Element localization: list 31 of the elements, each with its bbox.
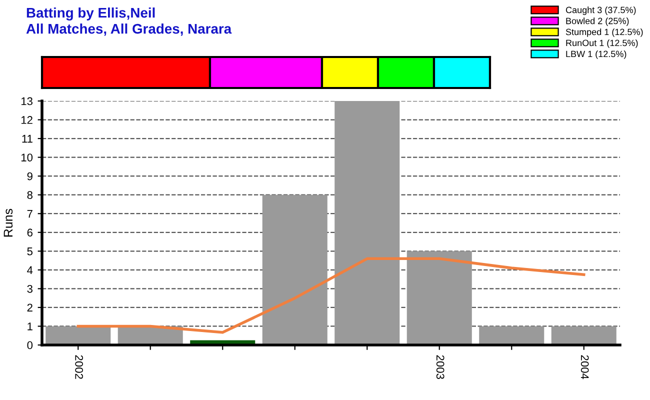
bar — [551, 326, 616, 345]
legend-label: Bowled 2 (25%) — [566, 18, 629, 26]
y-tick-label: 5 — [27, 248, 33, 256]
y-tick-label: 4 — [27, 266, 33, 274]
x-tick-label: 2004 — [580, 355, 589, 380]
y-tick-label: 8 — [27, 191, 32, 199]
legend-label: RunOut 1 (12.5%) — [566, 40, 638, 48]
y-tick-label: 11 — [22, 134, 32, 143]
y-tick-label: 12 — [21, 116, 32, 124]
bar — [334, 101, 400, 345]
y-tick-label: 7 — [27, 210, 32, 218]
bar — [406, 251, 472, 345]
y-tick-label: 10 — [21, 154, 33, 162]
y-tick-label: 6 — [27, 228, 32, 237]
y-tick-label: 13 — [21, 97, 32, 106]
legend-label: LBW 1 (12.5%) — [566, 50, 626, 59]
y-tick-label: 3 — [27, 284, 32, 293]
chart-subtitle: All Matches, All Grades, Narara — [26, 24, 232, 36]
y-axis-title: Runs — [4, 208, 13, 237]
chart-title: Batting by Ellis,Neil — [26, 7, 155, 21]
bar — [479, 326, 544, 345]
y-tick-label: 9 — [27, 172, 32, 180]
bar — [262, 194, 328, 345]
y-tick-label: 1 — [28, 322, 32, 330]
x-tick-label: 2002 — [75, 355, 84, 379]
legend-label: Caught 3 (37.5%) — [566, 6, 636, 15]
x-tick-label: 2003 — [436, 355, 444, 379]
line-series — [76, 257, 586, 334]
legend-label: Stumped 1 (12.5%) — [566, 28, 643, 37]
y-tick-label: 0 — [27, 341, 33, 350]
y-tick-label: 2 — [27, 304, 32, 312]
